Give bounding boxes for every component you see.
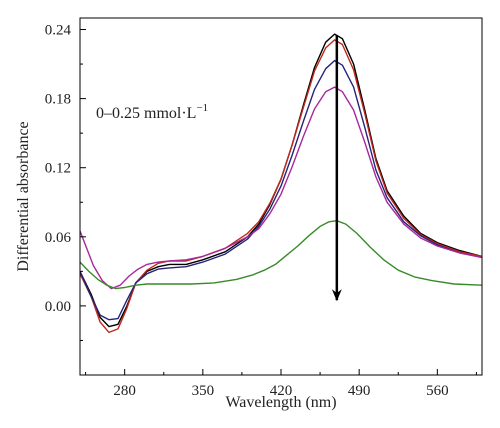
x-tick-label: 280	[113, 383, 136, 399]
series-line-2	[79, 39, 483, 334]
series-line-3	[79, 59, 483, 321]
y-tick-label: 0.18	[45, 92, 71, 108]
y-tick-label: 0.12	[45, 161, 71, 177]
x-tick-label: 560	[426, 383, 449, 399]
annotation-superscript: −1	[196, 102, 208, 114]
axes-layer: 280 350 420 490 560 0.00 0.06 0.12 0.18 0.24	[45, 17, 483, 399]
series-line-4	[79, 86, 483, 290]
series-line-5	[79, 220, 483, 290]
y-axis-title: Differential absorbance	[15, 121, 32, 271]
x-tick-label: 490	[348, 383, 371, 399]
annotation-text: 0–0.25 mmol·L	[96, 105, 196, 122]
concentration-annotation: 0–0.25 mmol·L−1	[96, 102, 208, 122]
x-tick-label: 420	[270, 383, 293, 399]
x-tick-label: 350	[192, 383, 215, 399]
y-tick-label: 0.24	[45, 23, 72, 39]
series-layer	[79, 33, 483, 334]
plot-frame	[79, 17, 483, 376]
y-tick-label: 0.00	[45, 299, 71, 315]
x-axis-title: Wavelength (nm)	[225, 394, 336, 411]
y-tick-label: 0.06	[45, 230, 72, 246]
